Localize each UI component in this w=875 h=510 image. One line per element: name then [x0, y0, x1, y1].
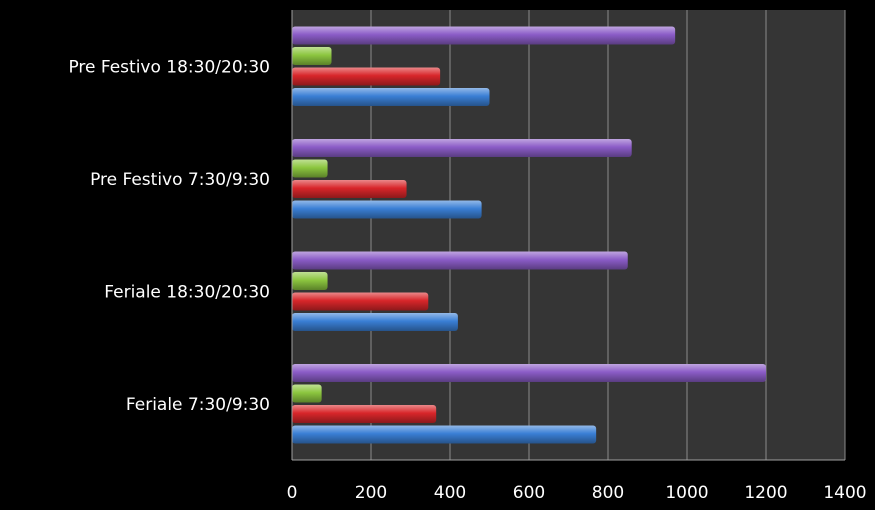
bar-series3-pre-festivo-18-30-20-30: [292, 47, 332, 65]
axes: Feriale 7:30/9:30 Feriale 18:30/20:30 Pre …: [68, 10, 867, 503]
bar-series3-feriale-7-30-9-30: [292, 384, 322, 403]
bar-series1-pre-festivo-7-30-9-30: [292, 200, 482, 219]
category-label: Feriale 7:30/9:30: [126, 395, 270, 415]
bars: [292, 26, 766, 444]
bar-series2-feriale-18-30-20-30: [292, 292, 429, 311]
category-label: Pre Festivo 7:30/9:30: [90, 170, 270, 190]
x-tick-label: 400: [434, 483, 466, 503]
bar-series3-pre-festivo-7-30-9-30: [292, 159, 328, 178]
bar-series4-feriale-18-30-20-30: [292, 251, 628, 270]
x-tick-label: 1000: [665, 483, 708, 503]
bar-series4-pre-festivo-18-30-20-30: [292, 26, 676, 45]
bar-series1-feriale-7-30-9-30: [292, 425, 597, 444]
bar-series3-feriale-18-30-20-30: [292, 272, 328, 290]
bar-series4-feriale-7-30-9-30: [292, 364, 766, 382]
x-tick-label: 800: [592, 483, 624, 503]
bar-series1-feriale-18-30-20-30: [292, 313, 458, 331]
x-tick-label: 0: [287, 483, 298, 503]
x-tick-label: 1400: [823, 483, 866, 503]
category-label: Feriale 18:30/20:30: [104, 282, 270, 302]
bar-series2-pre-festivo-18-30-20-30: [292, 67, 441, 86]
bar-series1-pre-festivo-18-30-20-30: [292, 88, 490, 106]
bar-series2-feriale-7-30-9-30: [292, 405, 437, 423]
bar-series4-pre-festivo-7-30-9-30: [292, 139, 632, 157]
x-tick-label: 200: [355, 483, 387, 503]
x-tick-label: 1200: [744, 483, 787, 503]
bar-series2-pre-festivo-7-30-9-30: [292, 180, 407, 198]
category-label: Pre Festivo 18:30/20:30: [68, 57, 270, 77]
x-tick-label: 600: [513, 483, 545, 503]
